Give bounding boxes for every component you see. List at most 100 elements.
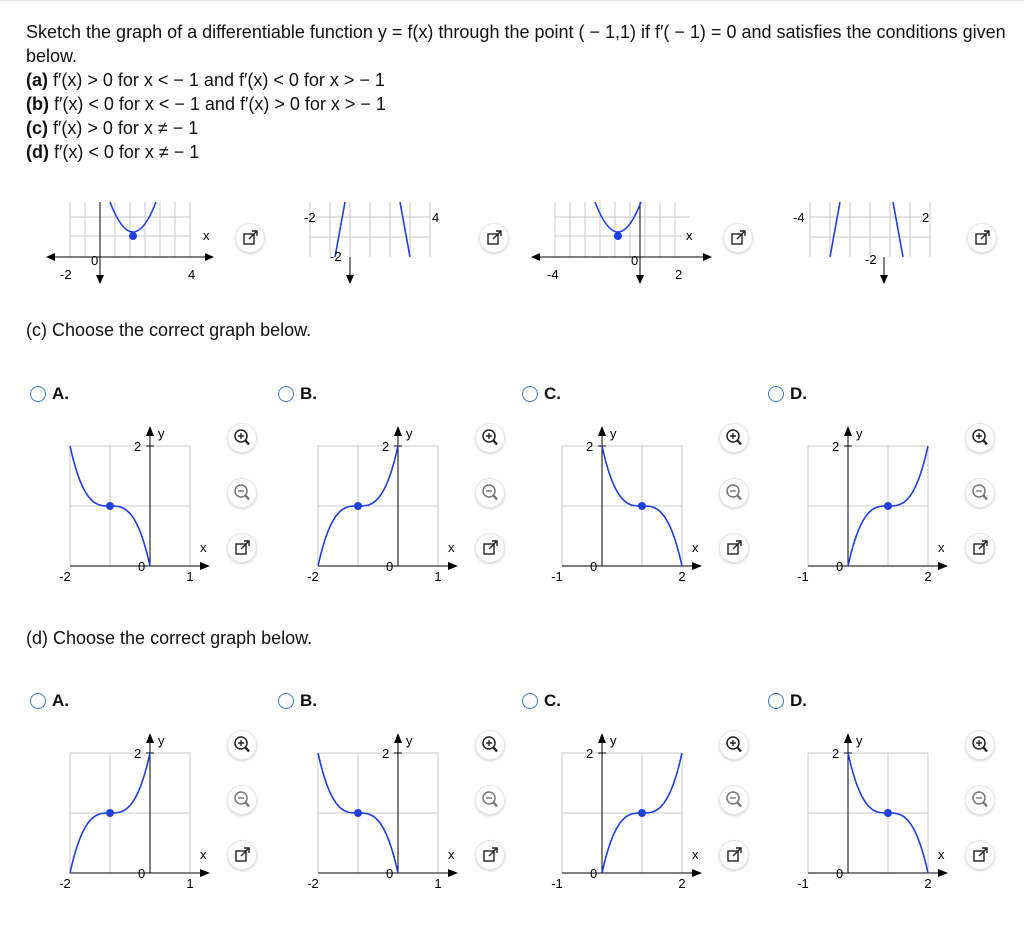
critical-point	[354, 809, 362, 817]
grid	[69, 445, 191, 567]
zoom-out-button[interactable]	[966, 479, 994, 507]
x-axis-arrow	[692, 869, 702, 877]
radio-button[interactable]	[30, 386, 46, 402]
choice-d-b[interactable]: B. y 2 x 0 -2 1	[278, 691, 534, 913]
strip-zero: 0	[91, 253, 98, 268]
zoom-in-button[interactable]	[720, 424, 748, 452]
expand-icon	[731, 230, 746, 245]
zoom-out-icon	[726, 484, 742, 501]
y-axis-label: y	[610, 733, 617, 748]
y-axis-label: y	[158, 426, 165, 441]
choice-c-c[interactable]: C. y 2 x 0 -1 2	[522, 384, 778, 606]
zoom-in-icon	[234, 429, 250, 446]
strip-tick: 4	[432, 210, 439, 225]
zoom-out-icon	[972, 791, 988, 808]
choice-c-a[interactable]: A. y 2 x 0 -2 1	[30, 384, 286, 606]
y-tick-label: 2	[586, 439, 593, 454]
choice-d-c[interactable]: C. y 2 x 0 -1 2	[522, 691, 778, 913]
choice-letter: C.	[544, 691, 561, 710]
origin-label: 0	[590, 866, 597, 881]
expand-button[interactable]	[966, 841, 994, 869]
radio-button[interactable]	[768, 386, 784, 402]
expand-button[interactable]	[720, 841, 748, 869]
y-axis-label: y	[406, 426, 413, 441]
zoom-out-button[interactable]	[476, 479, 504, 507]
strip-tick: -2	[330, 249, 342, 264]
condition-c: (c) f′(x) > 0 for x ≠ − 1	[26, 118, 199, 138]
expand-button[interactable]	[476, 534, 504, 562]
y-tick-label: 2	[832, 746, 839, 761]
x-axis-label: x	[938, 847, 945, 862]
expand-button[interactable]	[724, 224, 752, 252]
expand-button[interactable]	[480, 224, 508, 252]
zoom-in-button[interactable]	[228, 731, 256, 759]
zoom-in-button[interactable]	[476, 424, 504, 452]
zoom-in-icon	[234, 736, 250, 753]
function-graph: y 2 x 0 -2 1	[59, 733, 210, 891]
x-axis-label: x	[200, 847, 207, 862]
choice-c-d[interactable]: D. y 2 x 0 -1 2	[768, 384, 1024, 606]
x-axis-arrow	[938, 562, 948, 570]
expand-icon	[235, 847, 250, 862]
zoom-in-button[interactable]	[228, 424, 256, 452]
y-axis-arrow	[146, 733, 154, 743]
x-min-label: -1	[797, 569, 809, 584]
expand-button[interactable]	[966, 534, 994, 562]
y-tick-label: 2	[586, 746, 593, 761]
grid	[807, 752, 929, 874]
zoom-in-button[interactable]	[966, 424, 994, 452]
expand-button[interactable]	[720, 534, 748, 562]
zoom-out-button[interactable]	[720, 479, 748, 507]
zoom-out-button[interactable]	[228, 479, 256, 507]
x-min-label: -1	[551, 569, 563, 584]
function-graph: y 2 x 0 -2 1	[307, 426, 458, 584]
expand-icon	[727, 540, 742, 555]
zoom-out-button[interactable]	[476, 786, 504, 814]
x-min-label: -2	[307, 876, 319, 891]
zoom-in-button[interactable]	[720, 731, 748, 759]
x-min-label: -2	[307, 569, 319, 584]
radio-button[interactable]	[30, 693, 46, 709]
zoom-out-button[interactable]	[228, 786, 256, 814]
part-c-heading: (c) Choose the correct graph below.	[26, 320, 312, 340]
top-divider	[0, 0, 1024, 6]
grid	[69, 752, 191, 874]
grid	[561, 445, 683, 567]
zoom-in-button[interactable]	[966, 731, 994, 759]
strip-tick: -4	[793, 210, 805, 225]
y-tick-label: 2	[134, 746, 141, 761]
expand-icon	[487, 230, 502, 245]
expand-icon	[235, 540, 250, 555]
radio-button[interactable]	[522, 386, 538, 402]
radio-button[interactable]	[278, 693, 294, 709]
zoom-in-button[interactable]	[476, 731, 504, 759]
y-tick-label: 2	[134, 439, 141, 454]
x-min-label: -2	[59, 876, 71, 891]
expand-button[interactable]	[228, 841, 256, 869]
expand-button[interactable]	[236, 224, 264, 252]
radio-button[interactable]	[768, 693, 784, 709]
choice-d-d[interactable]: D. y 2 x 0 -1 2	[768, 691, 1024, 913]
condition-d: (d) f′(x) < 0 for x ≠ − 1	[26, 142, 200, 162]
function-graph: y 2 x 0 -2 1	[307, 733, 458, 891]
zoom-out-icon	[234, 484, 250, 501]
choice-d-a[interactable]: A. y 2 x 0 -2 1	[30, 691, 286, 913]
zoom-out-button[interactable]	[720, 786, 748, 814]
expand-button[interactable]	[476, 841, 504, 869]
choice-c-b[interactable]: B. y 2 x 0 -2 1	[278, 384, 534, 606]
grid	[807, 445, 929, 567]
origin-label: 0	[138, 866, 145, 881]
origin-label: 0	[836, 559, 843, 574]
zoom-out-button[interactable]	[966, 786, 994, 814]
radio-button[interactable]	[522, 693, 538, 709]
zoom-out-icon	[726, 791, 742, 808]
y-tick-label: 2	[382, 439, 389, 454]
zoom-out-icon	[482, 484, 498, 501]
strip-tick: 4	[188, 267, 195, 282]
radio-button[interactable]	[278, 386, 294, 402]
strip-graph-1: 0 -2 4 x	[46, 201, 214, 284]
expand-button[interactable]	[228, 534, 256, 562]
expand-button[interactable]	[968, 224, 996, 252]
